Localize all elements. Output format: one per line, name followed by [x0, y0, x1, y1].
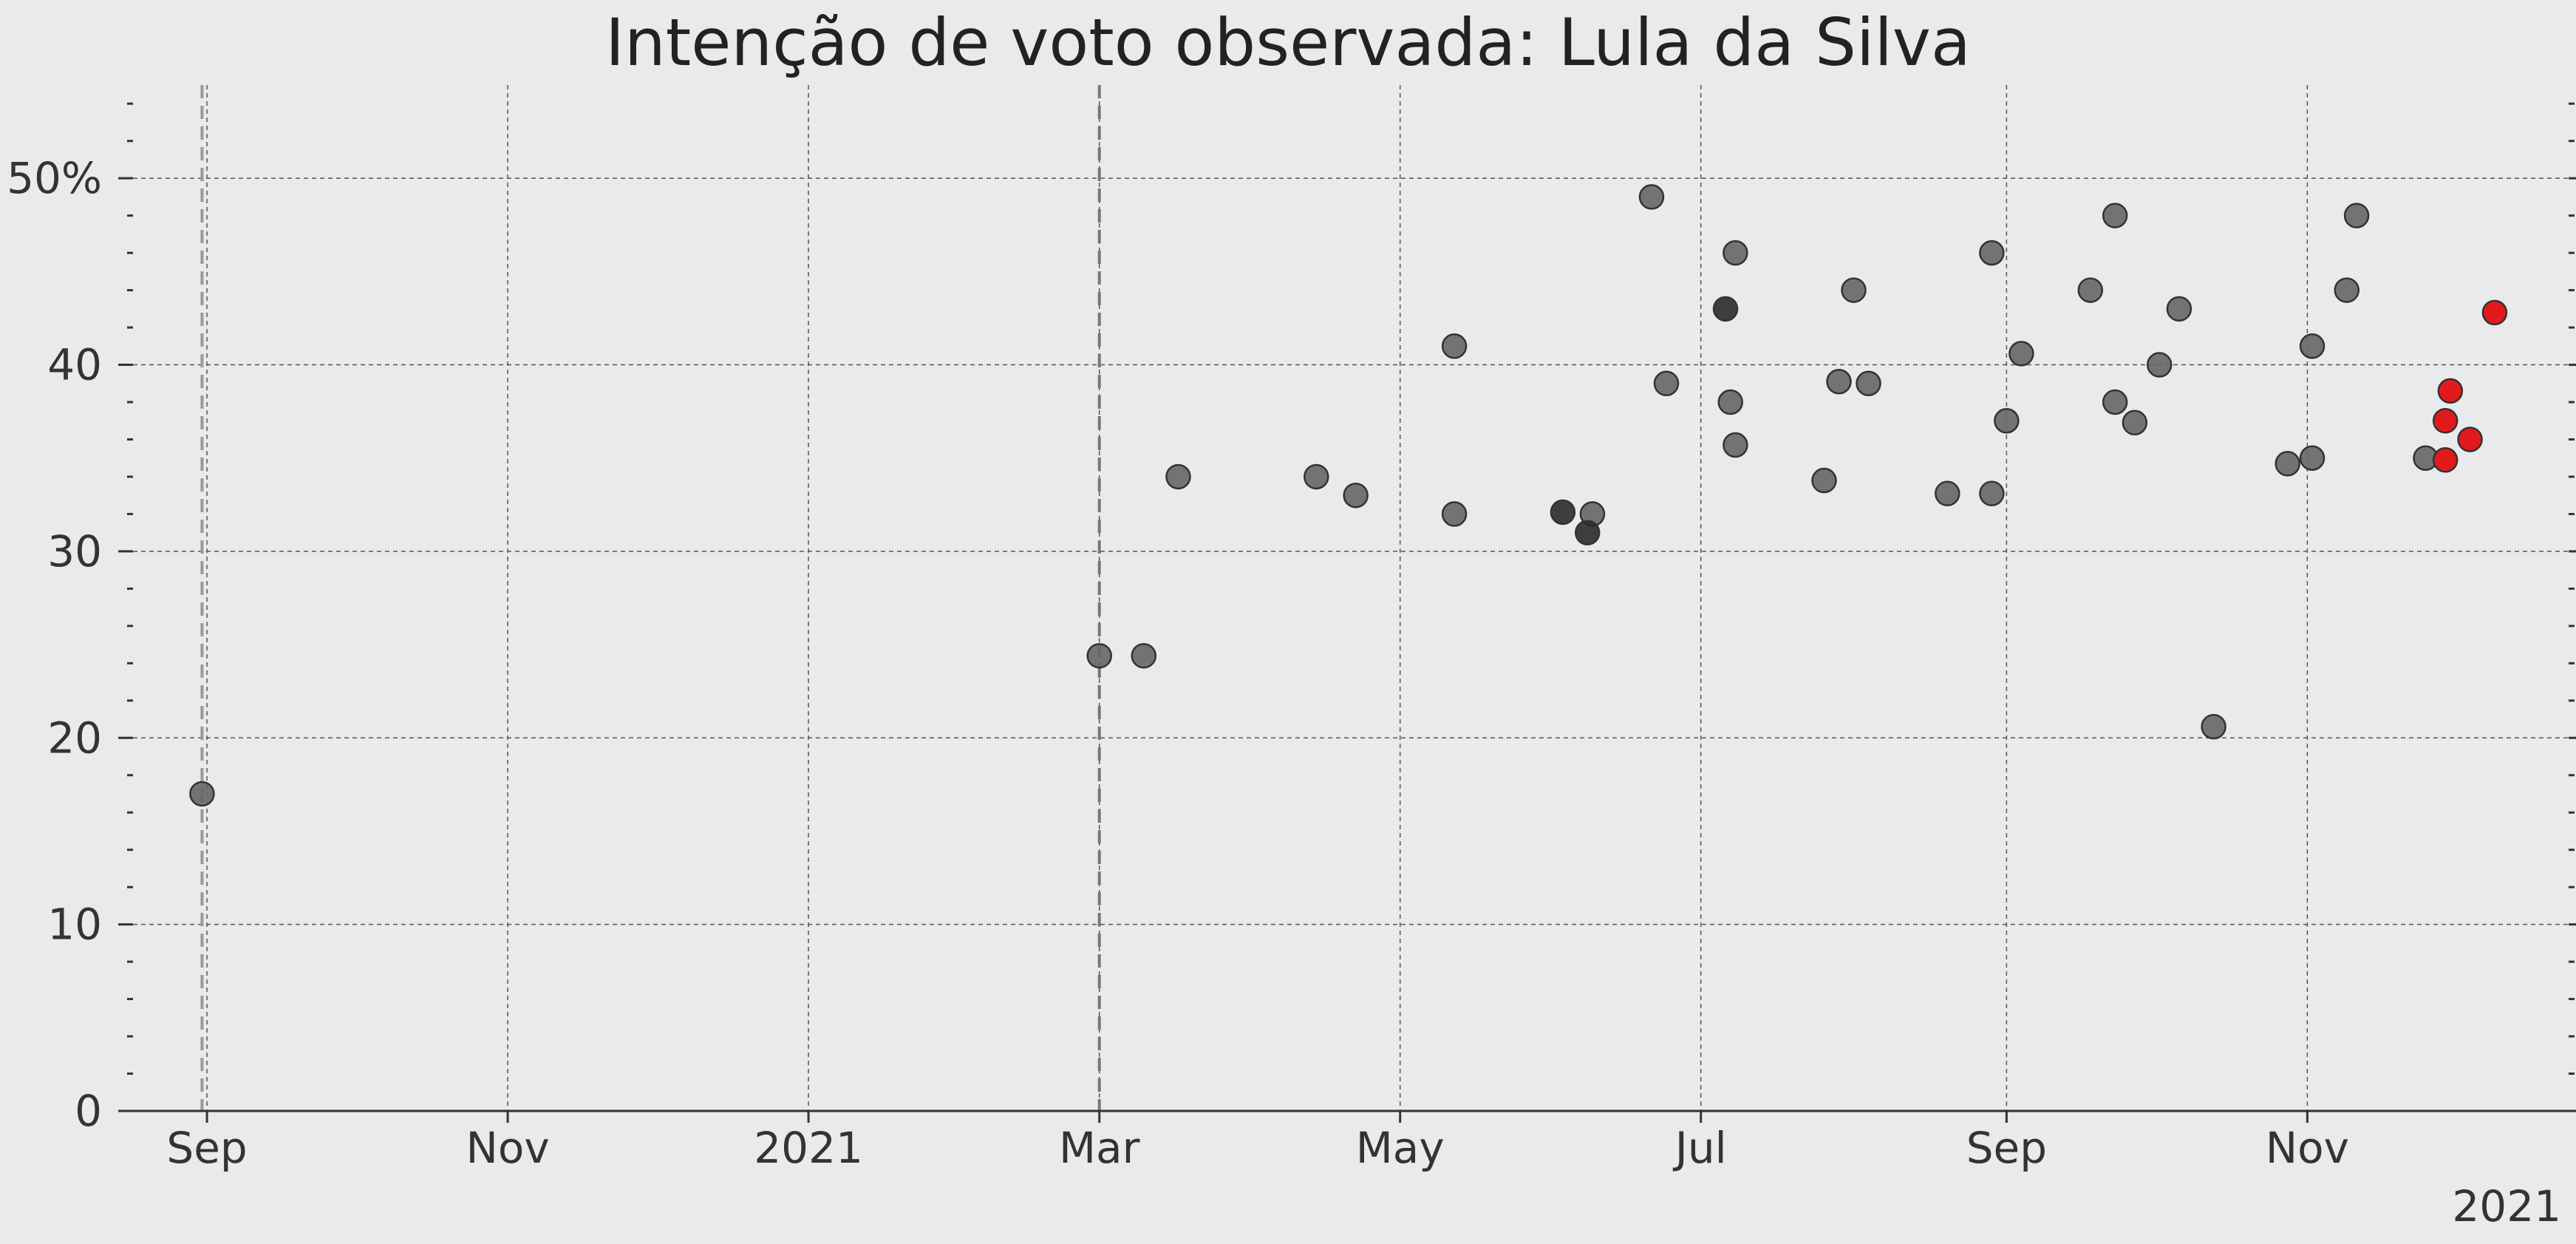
data-point — [1441, 501, 1468, 527]
x-tick-label: Nov — [2266, 1123, 2349, 1173]
y-tick-label: 40 — [47, 340, 102, 390]
data-points — [189, 184, 2508, 807]
data-point — [1575, 520, 1601, 545]
y-tick-label: 10 — [47, 900, 102, 950]
y-tick-label: 20 — [47, 713, 102, 763]
x-tick-label: May — [1356, 1123, 1445, 1173]
x-tick-label: Sep — [166, 1123, 247, 1173]
data-point — [1826, 369, 1852, 395]
data-point — [1131, 642, 1157, 669]
data-point — [2201, 713, 2226, 740]
data-point — [2275, 451, 2300, 477]
data-point — [1343, 482, 1369, 509]
x-tick-label: Sep — [1966, 1123, 2047, 1173]
data-point — [1086, 642, 1112, 669]
tick-labels: 0 10 20 30 40 50% Sep Nov 2021 Mar May Jul Sep Nov — [7, 153, 2349, 1173]
y-tick-label: 0 — [75, 1086, 102, 1136]
data-point — [1441, 333, 1468, 359]
data-point — [2432, 447, 2459, 473]
data-point — [2122, 409, 2148, 436]
data-point — [2077, 277, 2104, 303]
chart-title: Intenção de voto observada: Lula da Silv… — [605, 4, 1971, 81]
data-point — [2008, 341, 2034, 367]
data-point — [1165, 463, 1191, 490]
data-point — [1935, 480, 1960, 506]
data-point — [2146, 352, 2173, 378]
data-point — [1717, 389, 1743, 415]
data-point — [1723, 432, 1748, 458]
data-point — [2343, 203, 2370, 228]
data-point — [2334, 277, 2360, 303]
x-tick-label: Nov — [466, 1123, 549, 1173]
y-tick-label: 50% — [7, 153, 102, 203]
x-tick-label: 2021 — [754, 1123, 863, 1173]
y-tick-label: 30 — [47, 526, 102, 577]
data-point — [2457, 426, 2483, 452]
x-tick-label: Mar — [1059, 1123, 1140, 1173]
data-point — [1653, 370, 1680, 397]
data-point — [1841, 277, 1867, 303]
x-tick-label: Jul — [1673, 1123, 1727, 1173]
data-point — [2437, 378, 2464, 404]
data-point — [2299, 333, 2325, 359]
data-point — [1979, 480, 2005, 506]
axes — [118, 102, 2576, 1123]
data-point — [2102, 389, 2128, 415]
x-axis-year-label: 2021 — [2452, 1181, 2561, 1231]
data-point — [1712, 296, 1739, 322]
data-point — [2102, 203, 2128, 228]
data-point — [1550, 499, 1576, 526]
data-point — [1811, 467, 1837, 494]
data-point — [2481, 299, 2508, 326]
reference-lines — [200, 85, 1101, 1111]
data-point — [1304, 463, 1329, 490]
data-point — [1638, 184, 1665, 210]
data-point — [2299, 445, 2325, 471]
data-point — [1979, 239, 2005, 266]
data-point — [2166, 296, 2192, 322]
data-point — [189, 781, 215, 807]
data-point — [1723, 239, 1748, 266]
data-point — [1994, 408, 2020, 434]
data-point — [2432, 408, 2459, 434]
data-point — [1856, 370, 1881, 397]
